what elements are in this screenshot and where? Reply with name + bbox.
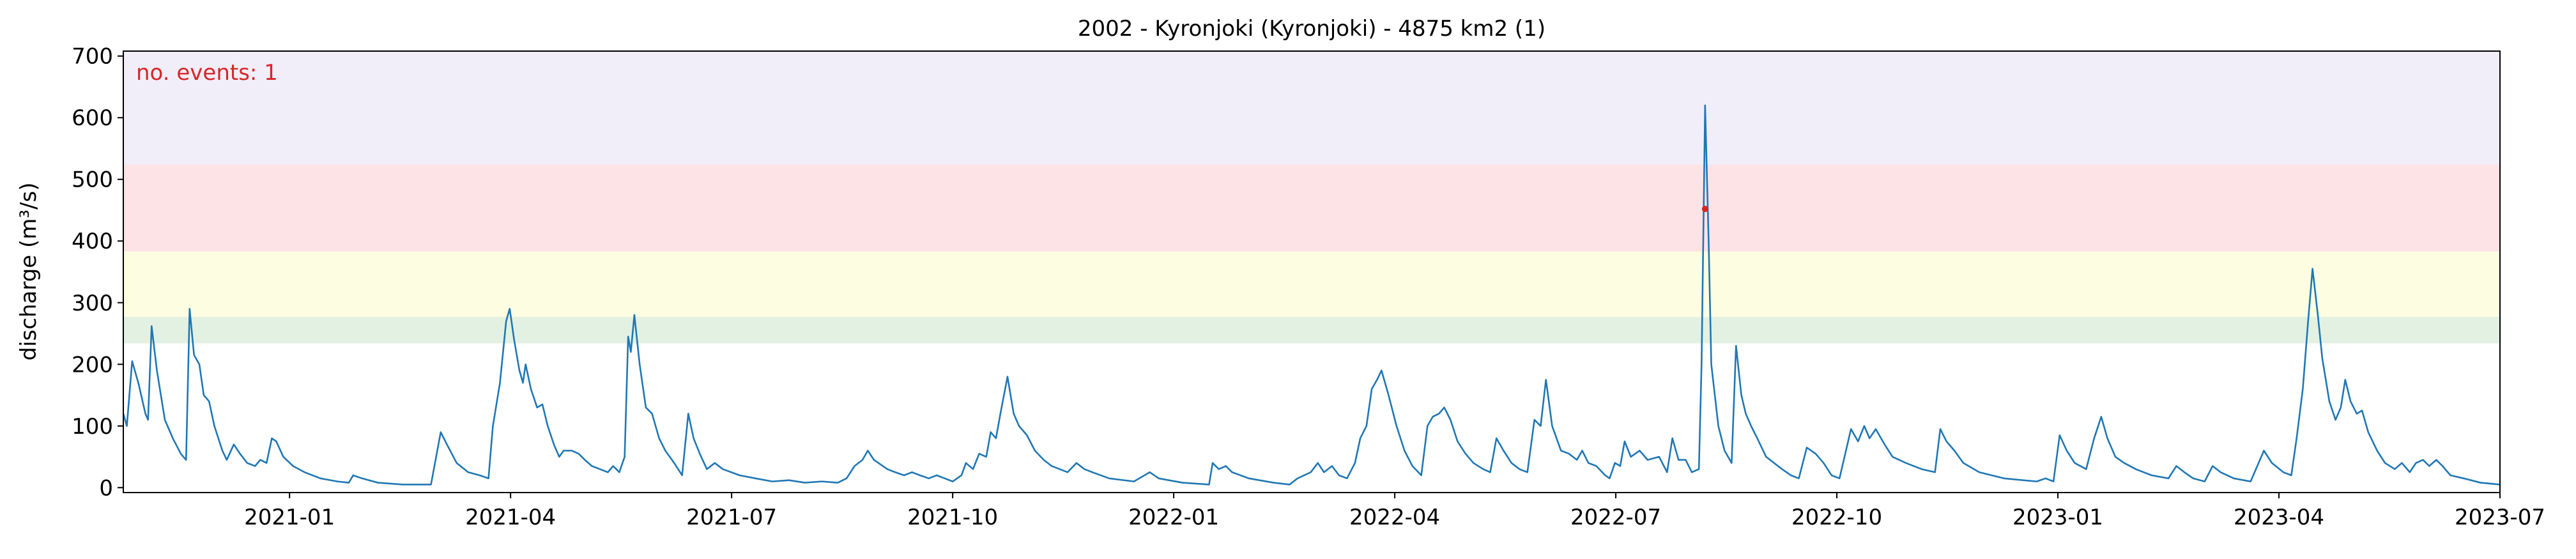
discharge-line: [122, 104, 2501, 486]
event-marker: [1701, 206, 1708, 213]
y-axis-label: discharge (m³/s): [16, 183, 42, 361]
x-tick-label: 2023-04: [2234, 505, 2324, 530]
x-tick-label: 2023-07: [2455, 505, 2545, 530]
x-tick-label: 2023-01: [2012, 505, 2103, 530]
y-tick-label: 0: [99, 475, 113, 501]
y-tick-label: 400: [72, 229, 113, 254]
threshold-band: [123, 51, 2500, 165]
plot-frame: [123, 50, 2501, 493]
threshold-band: [123, 316, 2500, 344]
y-tick-label: 300: [72, 291, 113, 316]
threshold-band: [123, 164, 2500, 252]
x-tick-label: 2021-07: [686, 505, 777, 530]
x-tick-label: 2021-10: [907, 505, 998, 530]
event-count-annotation: no. events: 1: [136, 60, 278, 86]
x-tick-label: 2022-01: [1128, 505, 1219, 530]
y-tick-label: 500: [72, 167, 113, 193]
threshold-band: [123, 251, 2500, 317]
y-tick-label: 700: [72, 44, 113, 70]
x-tick-label: 2021-04: [465, 505, 556, 530]
chart-title: 2002 - Kyronjoki (Kyronjoki) - 4875 km2 …: [1078, 16, 1545, 42]
y-tick-label: 200: [72, 352, 113, 378]
x-tick-label: 2022-04: [1349, 505, 1440, 530]
x-tick-label: 2022-10: [1791, 505, 1882, 530]
x-tick-label: 2022-07: [1570, 505, 1661, 530]
y-tick-label: 100: [72, 414, 113, 440]
x-tick-label: 2021-01: [244, 505, 335, 530]
y-tick-label: 600: [72, 105, 113, 131]
